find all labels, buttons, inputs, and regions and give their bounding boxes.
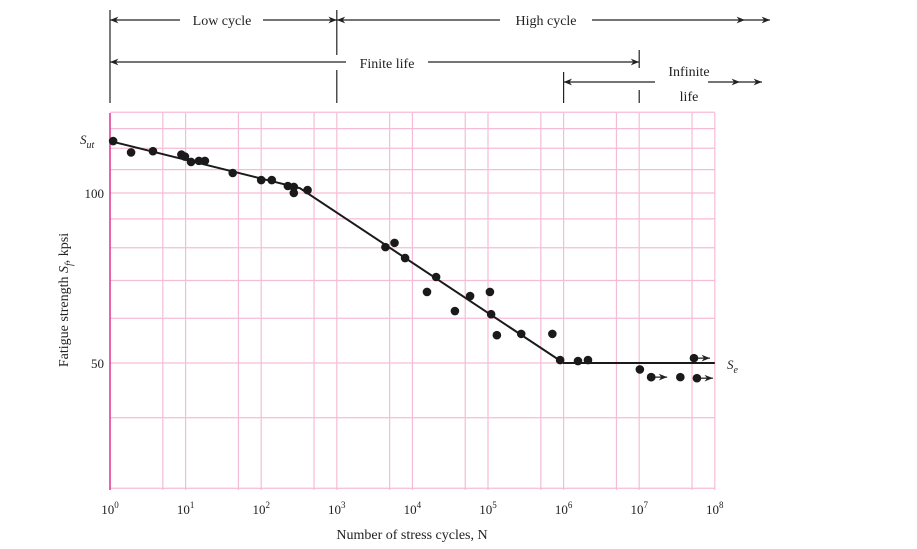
data-point bbox=[548, 329, 557, 339]
x-tick-label: 108 bbox=[706, 500, 724, 517]
se-label: Se bbox=[727, 357, 739, 376]
y-axis-label: Fatigue strength Sf, kpsi bbox=[57, 233, 75, 367]
x-tick-label: 102 bbox=[252, 500, 270, 517]
y-tick-label: 50 bbox=[91, 356, 104, 371]
x-tick-label: 101 bbox=[177, 500, 195, 517]
data-point bbox=[492, 330, 502, 340]
x-tick-label: 106 bbox=[555, 500, 573, 517]
data-point bbox=[485, 287, 495, 297]
data-point bbox=[381, 242, 390, 252]
grid bbox=[109, 111, 716, 490]
data-point bbox=[194, 156, 204, 166]
runout-point bbox=[692, 373, 702, 383]
x-tick-label: 104 bbox=[404, 500, 422, 517]
data-point bbox=[303, 185, 312, 195]
x-axis-label: Number of stress cycles, N bbox=[336, 528, 487, 543]
data-point bbox=[228, 168, 238, 178]
data-point bbox=[267, 175, 277, 185]
data-point bbox=[486, 309, 496, 319]
data-point bbox=[108, 136, 118, 146]
data-point bbox=[390, 238, 399, 248]
data-point bbox=[465, 291, 475, 301]
data-point bbox=[573, 356, 583, 366]
data-point bbox=[516, 329, 526, 339]
life-label: life bbox=[680, 90, 699, 105]
data-point bbox=[400, 253, 410, 263]
data-point bbox=[256, 175, 266, 185]
runout-point bbox=[689, 353, 699, 363]
data-point bbox=[126, 148, 136, 157]
axis-ticks: 100 101 102 103 104 105 106 107 108 100 50 Sut Se bbox=[80, 132, 739, 517]
low-cycle-label: Low cycle bbox=[193, 14, 252, 29]
data-point bbox=[555, 355, 565, 365]
finite-life-label: Finite life bbox=[360, 57, 415, 72]
x-tick-label: 100 bbox=[101, 500, 119, 517]
x-tick-label: 105 bbox=[479, 500, 497, 517]
life-regions-annotation: Low cycle High cycle Finite life Infinite li… bbox=[109, 10, 770, 105]
data-point bbox=[200, 156, 210, 166]
infinite-label: Infinite bbox=[668, 65, 709, 80]
high-cycle-label: High cycle bbox=[515, 14, 576, 29]
data-point bbox=[289, 188, 299, 198]
data-point bbox=[431, 272, 441, 282]
x-tick-label: 103 bbox=[328, 500, 346, 517]
data-point bbox=[180, 152, 190, 161]
data-point bbox=[635, 365, 645, 374]
y-tick-label: 100 bbox=[85, 186, 105, 201]
data-marks bbox=[108, 136, 715, 383]
x-tick-label: 107 bbox=[630, 500, 648, 517]
data-point bbox=[148, 146, 158, 156]
sut-label: Sut bbox=[80, 132, 95, 151]
runout-point bbox=[646, 372, 656, 382]
data-point bbox=[422, 287, 432, 297]
data-point bbox=[583, 355, 593, 365]
data-point bbox=[289, 182, 299, 192]
data-point bbox=[186, 157, 196, 167]
data-point bbox=[676, 372, 685, 382]
data-point bbox=[450, 306, 460, 316]
